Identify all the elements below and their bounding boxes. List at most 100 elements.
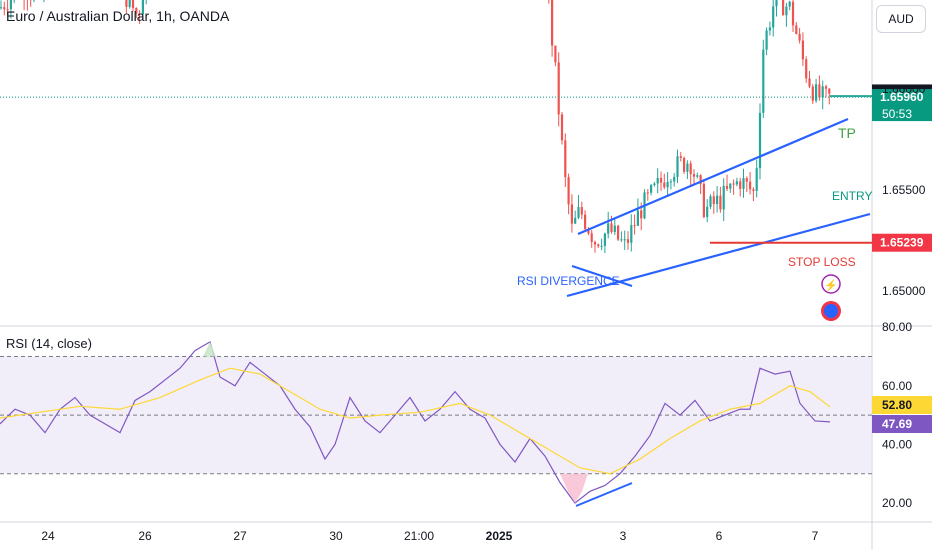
- divergence-annotation: RSI DIVERGENCE: [517, 274, 620, 288]
- rsi-title: RSI (14, close): [6, 336, 92, 351]
- time-tick-label: 24: [41, 529, 55, 543]
- candle-body: [640, 210, 643, 219]
- candle-body: [3, 7, 6, 10]
- chart-title: Euro / Australian Dollar, 1h, OANDA: [6, 8, 230, 24]
- candle-body: [716, 195, 719, 205]
- candle-body: [782, 0, 785, 16]
- time-tick-label: 26: [138, 529, 152, 543]
- candle-body: [557, 62, 560, 115]
- channel-upper-line: [577, 117, 849, 236]
- currency-button[interactable]: AUD: [876, 5, 926, 33]
- candle-body: [798, 33, 801, 41]
- candle-body: [580, 207, 583, 215]
- time-tick-label: 30: [329, 529, 343, 543]
- candle-body: [815, 84, 818, 101]
- candle-body: [131, 0, 135, 9]
- candle-body: [656, 177, 659, 184]
- candle-body: [617, 225, 620, 240]
- rsi-tick-label: 20.00: [882, 496, 912, 510]
- candle-body: [597, 244, 600, 247]
- candle-body: [623, 239, 626, 241]
- time-tick-label: 6: [716, 529, 723, 543]
- candle-body: [696, 175, 699, 177]
- time-tick-label: 21:00: [404, 529, 434, 543]
- candle-body: [742, 178, 745, 189]
- candle-body: [762, 49, 765, 113]
- candle-body: [725, 185, 729, 189]
- rsi-overbought-fill: [203, 341, 216, 357]
- candle-body: [141, 0, 144, 15]
- candle-body: [633, 225, 636, 227]
- candle-body: [801, 40, 804, 60]
- candle-body: [683, 157, 686, 172]
- candle-body: [577, 207, 580, 218]
- candle-body: [6, 9, 9, 11]
- candle-body: [646, 192, 649, 194]
- candle-body: [554, 45, 557, 63]
- rsi-value-box-rsi: [872, 415, 932, 433]
- candle-body: [666, 181, 669, 188]
- candle-body: [626, 239, 630, 243]
- time-tick-label: 27: [233, 529, 247, 543]
- rsi-value-label-rsi-ma: 52.80: [882, 398, 912, 412]
- candle-body: [603, 233, 606, 246]
- candle-body: [795, 25, 798, 34]
- price-label-box-last: [872, 89, 932, 122]
- candle-body: [600, 245, 603, 247]
- candle-body: [692, 174, 696, 177]
- candle-body: [768, 27, 771, 31]
- stop-loss-label: STOP LOSS: [788, 255, 856, 269]
- rsi-ma-line: [0, 367, 831, 475]
- candle-body: [818, 84, 821, 98]
- candle-body: [732, 183, 735, 185]
- price-tick-label: 1.65000: [882, 284, 926, 298]
- rsi-tick-label: 80.00: [882, 320, 912, 334]
- tp-label: TP: [838, 125, 856, 141]
- candle-body: [9, 0, 12, 10]
- candle-body: [808, 78, 811, 87]
- candle-body: [610, 223, 613, 232]
- divergence-line-price: [571, 265, 633, 287]
- candle-body: [788, 1, 791, 7]
- candle-body: [765, 30, 768, 50]
- candle-body: [138, 13, 141, 15]
- countdown-label: 50:53: [882, 107, 912, 121]
- candle-body: [712, 196, 715, 205]
- rsi-pane: 80.00 60.00 40.00 20.00 52.80 47.69: [0, 320, 932, 510]
- axes: 1.680001.675001.670001.665001.660001.655…: [41, 82, 926, 543]
- candle-body: [706, 206, 709, 217]
- candle-body: [824, 86, 828, 89]
- candle-body: [811, 86, 814, 101]
- candle-body: [739, 181, 742, 189]
- time-tick-label: 7: [812, 529, 819, 543]
- candle-body: [659, 177, 663, 183]
- candle-body: [686, 163, 689, 172]
- candle-body: [630, 225, 633, 243]
- candle-body: [785, 6, 788, 16]
- price-tick-label: 1.66000: [882, 82, 926, 96]
- candle-body: [745, 178, 748, 182]
- entry-label: ENTRY: [832, 189, 872, 203]
- candle-body: [551, 0, 554, 46]
- candle-body: [567, 177, 570, 205]
- candle-body: [791, 1, 795, 26]
- candle-body: [755, 168, 758, 191]
- candle-body: [722, 185, 725, 210]
- candle-body: [584, 214, 587, 230]
- channel-lower-line: [566, 212, 871, 298]
- rsi-oversold-fill: [560, 473, 588, 503]
- candle-body: [590, 233, 593, 242]
- candle-body: [752, 189, 755, 191]
- lightning-icon: [821, 274, 841, 294]
- candle-body: [663, 182, 666, 188]
- candle-body: [0, 7, 3, 9]
- price-label-last: 1.65960: [880, 90, 924, 104]
- candle-body: [560, 114, 564, 141]
- candle-body: [749, 181, 752, 190]
- candle-body: [593, 241, 597, 245]
- candle-body: [125, 0, 128, 7]
- candle-body: [772, 6, 775, 28]
- candle-body: [679, 156, 682, 158]
